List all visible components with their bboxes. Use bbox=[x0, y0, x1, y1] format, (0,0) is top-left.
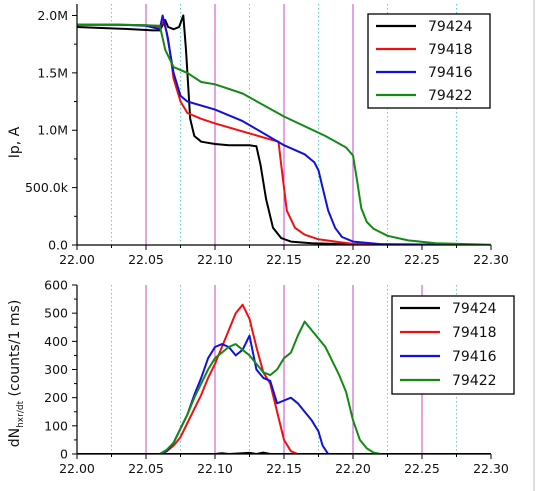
x-tick-label: 22.20 bbox=[335, 461, 371, 476]
x-tick-label: 22.15 bbox=[266, 252, 302, 267]
chart-panel-1: 22.00 22.05 22.10 22.15 22.20 22.25 22.30 0.0 50… bbox=[7, 4, 509, 267]
y-tick-label: 2.0M bbox=[37, 8, 68, 23]
x-tick-label: 22.00 bbox=[59, 252, 95, 267]
legend-label-79422: 79422 bbox=[452, 373, 497, 389]
series-line-79418 bbox=[159, 303, 299, 454]
y-tick-label: 0 bbox=[60, 447, 68, 462]
legend-label-79424: 79424 bbox=[452, 301, 497, 317]
y-axis-title: Ip, A bbox=[7, 126, 23, 158]
legend-box bbox=[391, 295, 515, 395]
x-tick-label: 22.30 bbox=[473, 461, 509, 476]
x-tick-label: 22.30 bbox=[473, 252, 509, 267]
legend-label-79424: 79424 bbox=[428, 19, 473, 35]
y-tick-label: 500 bbox=[44, 306, 68, 321]
series-line-79418 bbox=[77, 20, 491, 245]
y-tick-label: 600 bbox=[44, 278, 68, 293]
x-tick-label: 22.05 bbox=[128, 252, 164, 267]
x-tick-label: 22.10 bbox=[197, 252, 233, 267]
y-tick-label: 200 bbox=[44, 390, 68, 405]
x-tick-label: 22.25 bbox=[404, 252, 440, 267]
y-tick-label: 0.0 bbox=[48, 238, 68, 253]
y-axis-title: dNhxr/dt (counts/1 ms) bbox=[7, 300, 26, 448]
legend-label-79418: 79418 bbox=[428, 42, 473, 58]
series-line-79416 bbox=[159, 334, 330, 454]
y-tick-label: 400 bbox=[44, 334, 68, 349]
y-tick-label: 1.0M bbox=[37, 123, 68, 138]
x-tick-label: 22.25 bbox=[404, 461, 440, 476]
x-tick-label: 22.10 bbox=[197, 461, 233, 476]
x-tick-label: 22.20 bbox=[335, 252, 371, 267]
y-tick-label: 500.0k bbox=[25, 180, 69, 195]
x-tick-label: 22.15 bbox=[266, 461, 302, 476]
legend-label-79418: 79418 bbox=[452, 325, 497, 341]
y-tick-label: 100 bbox=[44, 418, 68, 433]
x-tick-label: 22.00 bbox=[59, 461, 95, 476]
legend-label-79416: 79416 bbox=[452, 349, 497, 365]
series-line-79422 bbox=[159, 320, 381, 454]
series-line-79416 bbox=[77, 14, 491, 245]
chart-panel-2: 22.00 22.05 22.10 22.15 22.20 22.25 22.30 0 100 2… bbox=[7, 278, 515, 476]
legend: 79424 79418 79416 79422 bbox=[367, 13, 491, 109]
y-tick-label: 300 bbox=[44, 362, 68, 377]
series-group bbox=[77, 14, 491, 245]
x-tick-label: 22.05 bbox=[128, 461, 164, 476]
series-line-79422 bbox=[77, 23, 491, 245]
y-tick-label: 1.5M bbox=[37, 65, 68, 80]
legend: 79424 79418 79416 79422 bbox=[391, 295, 515, 395]
legend-label-79416: 79416 bbox=[428, 65, 473, 81]
legend-label-79422: 79422 bbox=[428, 88, 473, 104]
legend-box bbox=[367, 13, 491, 109]
